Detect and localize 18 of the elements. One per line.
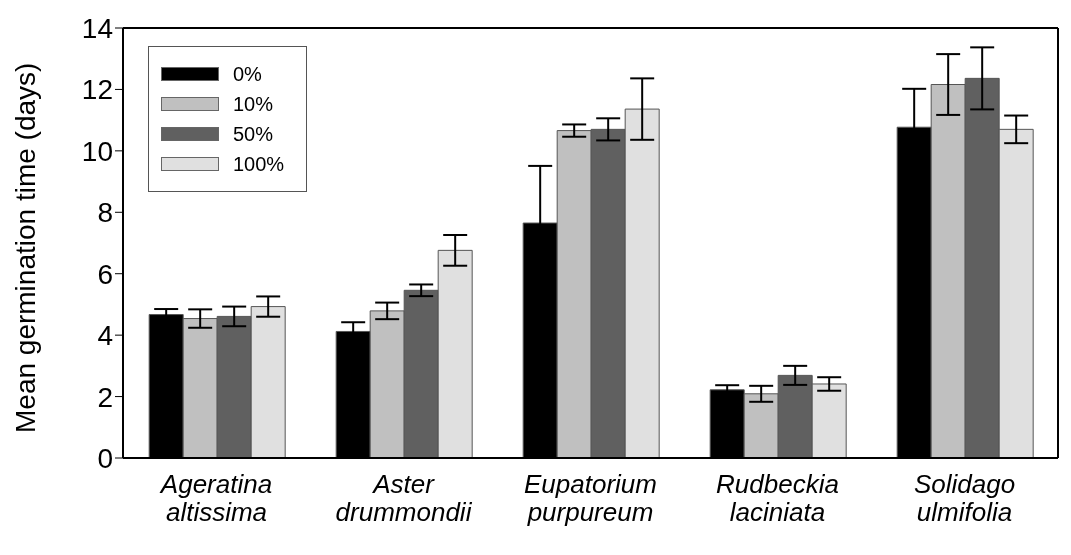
x-tick-label: Eupatorium purpureum xyxy=(524,469,657,527)
x-tick-label: Solidago ulmifolia xyxy=(913,469,1016,527)
y-tick-label: 4 xyxy=(97,320,113,352)
legend-label: 50% xyxy=(233,122,274,146)
y-axis-title: Mean germination time (days) xyxy=(9,62,41,433)
y-tick-label: 14 xyxy=(81,12,113,44)
y-tick-label: 6 xyxy=(97,258,113,290)
y-tick-label: 8 xyxy=(97,197,113,229)
legend-label: 100% xyxy=(233,152,285,176)
x-tick-label: Ageratina altissima xyxy=(158,469,273,527)
x-tick-label: Aster drummondii xyxy=(335,469,473,527)
y-tick-label: 2 xyxy=(97,381,113,413)
y-tick-label: 10 xyxy=(81,135,113,167)
legend-label: 10% xyxy=(233,92,274,116)
legend-label: 0% xyxy=(233,62,262,86)
y-tick-label: 12 xyxy=(81,74,113,106)
y-tick-label: 0 xyxy=(97,442,113,474)
x-tick-label: Rudbeckia laciniata xyxy=(716,469,839,527)
